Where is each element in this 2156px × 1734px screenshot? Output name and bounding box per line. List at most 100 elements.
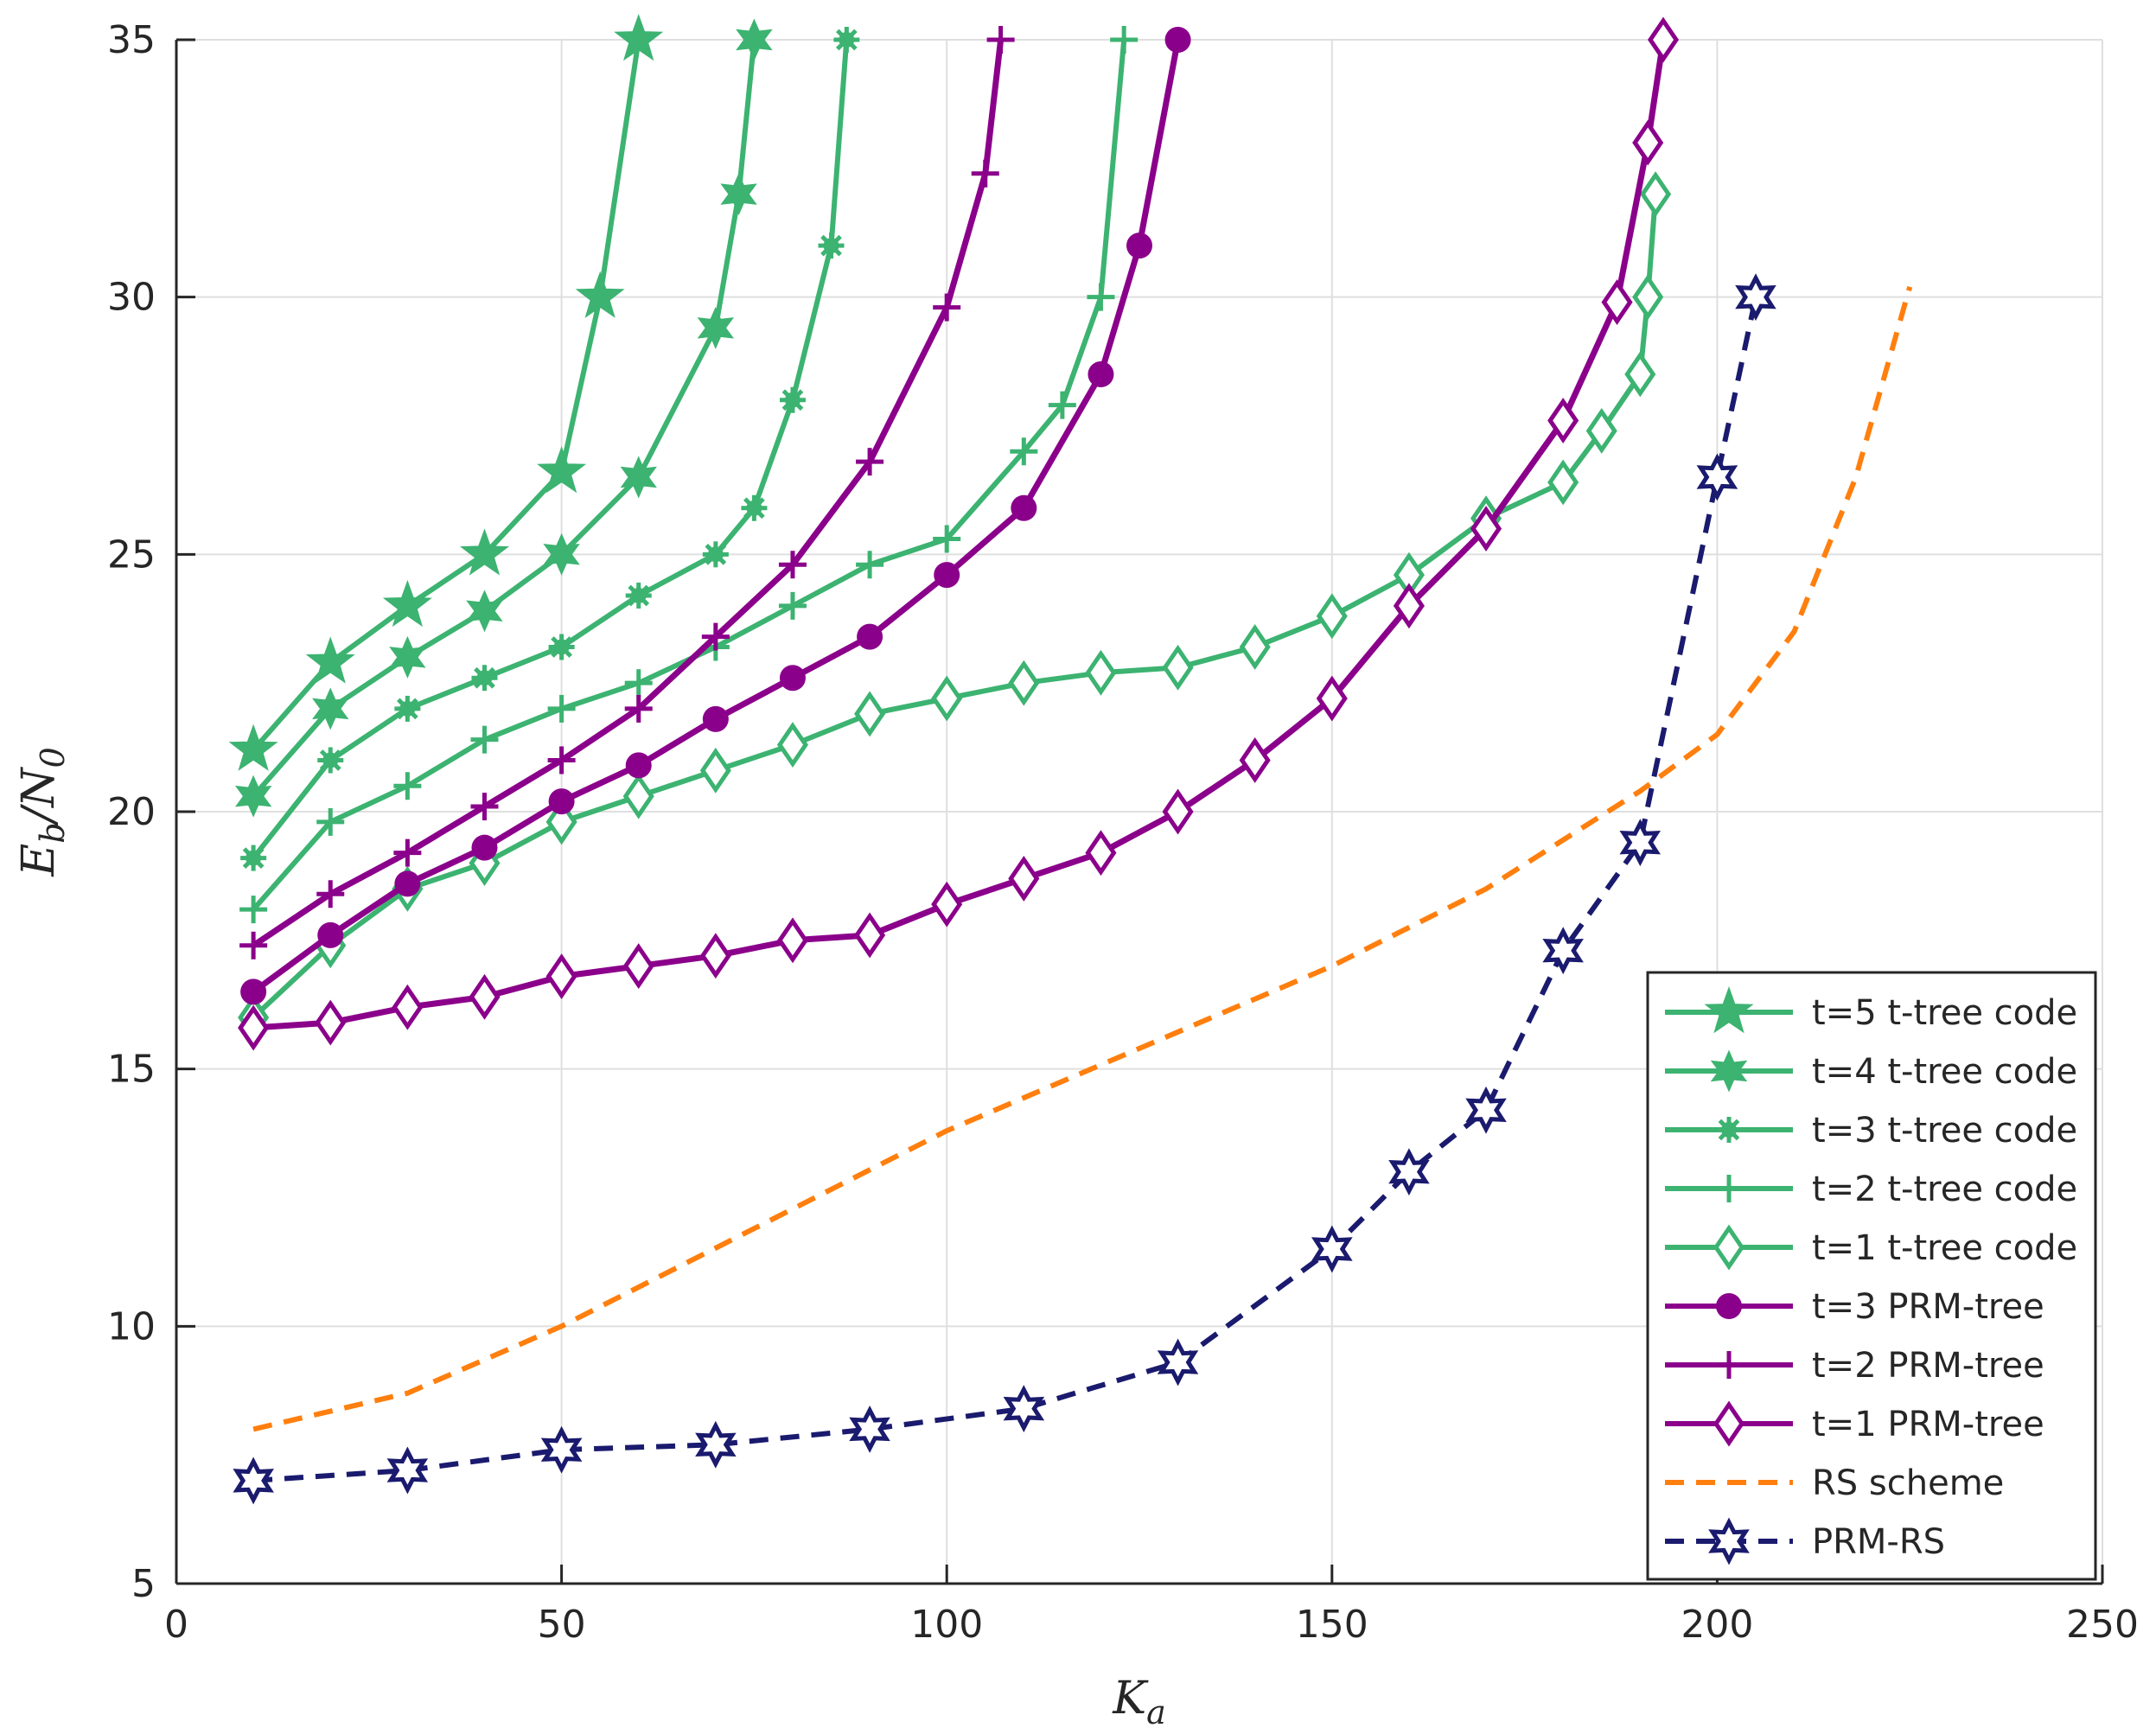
series-1 (234, 18, 773, 818)
asterisk-marker-core (707, 546, 724, 563)
legend-item: t=4 t-tree code (1665, 1049, 2077, 1093)
hexagram-marker (233, 1457, 274, 1505)
circle-marker (1088, 360, 1114, 387)
legend-label: t=2 t-tree code (1812, 1170, 2077, 1209)
diamond-marker (1601, 279, 1633, 326)
hexagram-marker (386, 1446, 429, 1495)
star-marker (575, 271, 625, 318)
diamond-marker (1713, 1224, 1745, 1271)
diamond-marker (776, 917, 808, 964)
legend-item: t=3 t-tree code (1665, 1111, 2077, 1151)
legend-item: t=1 PRM-tree (1665, 1400, 2044, 1447)
hexagram-marker (695, 1420, 737, 1469)
diamond-marker (854, 691, 886, 737)
diamond-marker (1585, 408, 1617, 454)
asterisk-marker-core (823, 238, 839, 254)
legend-item: RS scheme (1665, 1463, 2004, 1503)
hexagram-marker (1465, 1086, 1507, 1134)
x-tick-label: 150 (1296, 1603, 1368, 1647)
circle-marker (1126, 233, 1152, 259)
diamond-marker (469, 973, 501, 1020)
diamond-marker (1239, 737, 1271, 783)
series-line (252, 194, 1659, 1020)
hexagram-marker (1710, 1049, 1748, 1093)
circle-marker (548, 788, 575, 815)
hexagram-marker (1542, 927, 1584, 975)
legend-item: t=5 t-tree code (1665, 986, 2077, 1034)
hexagram-marker (1388, 1148, 1430, 1196)
y-tick-label: 5 (131, 1562, 156, 1606)
x-tick-label: 250 (2066, 1603, 2139, 1647)
legend-label: t=1 t-tree code (1812, 1228, 2077, 1268)
diamond-marker (699, 747, 731, 794)
hexagram-marker (697, 306, 735, 349)
y-tick-label: 20 (107, 790, 156, 834)
diamond-marker (1640, 171, 1672, 218)
asterisk-marker-core (784, 392, 801, 408)
legend-label: t=3 PRM-tree (1812, 1287, 2044, 1327)
diamond-marker (545, 953, 577, 999)
legend: t=5 t-tree code t=4 t-tree code t=3 t-tree… (1646, 971, 2097, 1581)
diamond-marker (1008, 855, 1040, 902)
diamond-marker (854, 912, 886, 959)
y-axis-title: Eb​/N0​ (13, 747, 72, 877)
asterisk-marker-core (839, 32, 855, 48)
series-0 (228, 14, 664, 771)
hexagram-marker (1157, 1338, 1199, 1387)
diamond-marker (1547, 398, 1579, 443)
star-marker (382, 579, 432, 628)
diamond-marker (1647, 16, 1680, 63)
axis-labels: 0 50 100 150 200 250 5 10 15 20 25 30 35 Ka​ Eb​/N0​ (13, 18, 2139, 1731)
asterisk-marker-core (246, 850, 262, 866)
diamond-marker (1085, 649, 1117, 696)
legend-label: t=3 t-tree code (1812, 1111, 2077, 1151)
asterisk-marker-core (630, 587, 647, 603)
diamond-marker (1470, 506, 1502, 552)
y-tick-label: 10 (107, 1304, 156, 1348)
hexagram-marker (1619, 819, 1661, 867)
star-marker (305, 636, 355, 684)
legend-label: PRM-RS (1812, 1522, 1945, 1562)
diamond-marker (776, 722, 808, 768)
hexagram-marker (1696, 453, 1738, 501)
legend-item: t=1 t-tree code (1665, 1224, 2077, 1271)
legend-item: t=2 PRM-tree (1665, 1346, 2044, 1386)
circle-marker (471, 834, 498, 861)
circle-marker (1011, 494, 1037, 521)
asterisk-marker-core (399, 700, 416, 717)
asterisk-marker-core (1721, 1122, 1737, 1138)
diamond-marker (622, 943, 654, 990)
series-line (252, 39, 1005, 948)
diamond-marker (1547, 459, 1579, 506)
y-tick-label: 15 (107, 1048, 156, 1092)
diamond-marker (1632, 274, 1664, 321)
y-tick-label: 35 (107, 18, 156, 62)
x-tick-label: 200 (1681, 1603, 1753, 1647)
series-line (252, 39, 1182, 995)
series-8 (252, 285, 1913, 1432)
y-tick-label: 30 (107, 276, 156, 320)
hexagram-marker (620, 456, 657, 499)
hexagram-marker (312, 687, 349, 730)
series-3 (239, 26, 1139, 924)
circle-marker (702, 705, 729, 732)
hexagram-marker (466, 590, 503, 633)
series (228, 14, 1913, 1505)
star-marker (1704, 986, 1754, 1034)
diamond-marker (1008, 660, 1040, 706)
series-7 (238, 16, 1680, 1051)
hexagram-marker (720, 173, 757, 216)
circle-marker (625, 752, 652, 779)
hexagram-marker (389, 635, 426, 679)
x-tick-label: 100 (910, 1603, 983, 1647)
diamond-marker (1713, 1400, 1745, 1447)
diamond-marker (1085, 830, 1117, 877)
hexagram-marker (1311, 1225, 1353, 1273)
star-marker (459, 528, 510, 576)
diamond-marker (622, 773, 654, 819)
series-line (252, 285, 1913, 1432)
diamond-marker (1624, 351, 1656, 398)
x-tick-label: 0 (164, 1603, 188, 1647)
series-9 (233, 273, 1776, 1505)
legend-item: t=3 PRM-tree (1665, 1287, 2044, 1327)
